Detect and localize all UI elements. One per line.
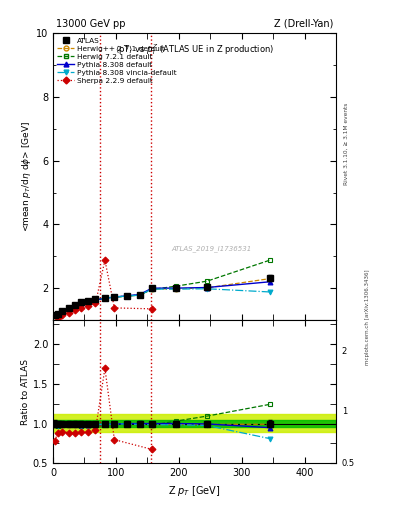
- X-axis label: Z $p_T$ [GeV]: Z $p_T$ [GeV]: [168, 484, 221, 498]
- Text: mcplots.cern.ch [arXiv:1306.3436]: mcplots.cern.ch [arXiv:1306.3436]: [365, 270, 371, 365]
- Bar: [53, 420, 336, 426]
- Y-axis label: Ratio to ATLAS: Ratio to ATLAS: [21, 359, 30, 424]
- Y-axis label: <mean $p_T$/d$\eta$ d$\phi$> [GeV]: <mean $p_T$/d$\eta$ d$\phi$> [GeV]: [20, 121, 33, 232]
- Text: Rivet 3.1.10, ≥ 3.1M events: Rivet 3.1.10, ≥ 3.1M events: [344, 102, 349, 184]
- Legend: ATLAS, Herwig++ 2.7.1 default, Herwig 7.2.1 default, Pythia 8.308 default, Pythi: ATLAS, Herwig++ 2.7.1 default, Herwig 7.…: [56, 36, 178, 86]
- Bar: [53, 414, 336, 432]
- Text: 2: 2: [342, 347, 347, 356]
- Text: $\langle$pT$\rangle$ vs $p^Z_T$ (ATLAS UE in Z production): $\langle$pT$\rangle$ vs $p^Z_T$ (ATLAS U…: [115, 42, 274, 57]
- Text: 0.5: 0.5: [342, 459, 355, 468]
- Text: Z (Drell-Yan): Z (Drell-Yan): [274, 19, 333, 29]
- Text: 13000 GeV pp: 13000 GeV pp: [56, 19, 125, 29]
- Text: 1: 1: [342, 407, 347, 416]
- Text: ATLAS_2019_I1736531: ATLAS_2019_I1736531: [171, 245, 252, 252]
